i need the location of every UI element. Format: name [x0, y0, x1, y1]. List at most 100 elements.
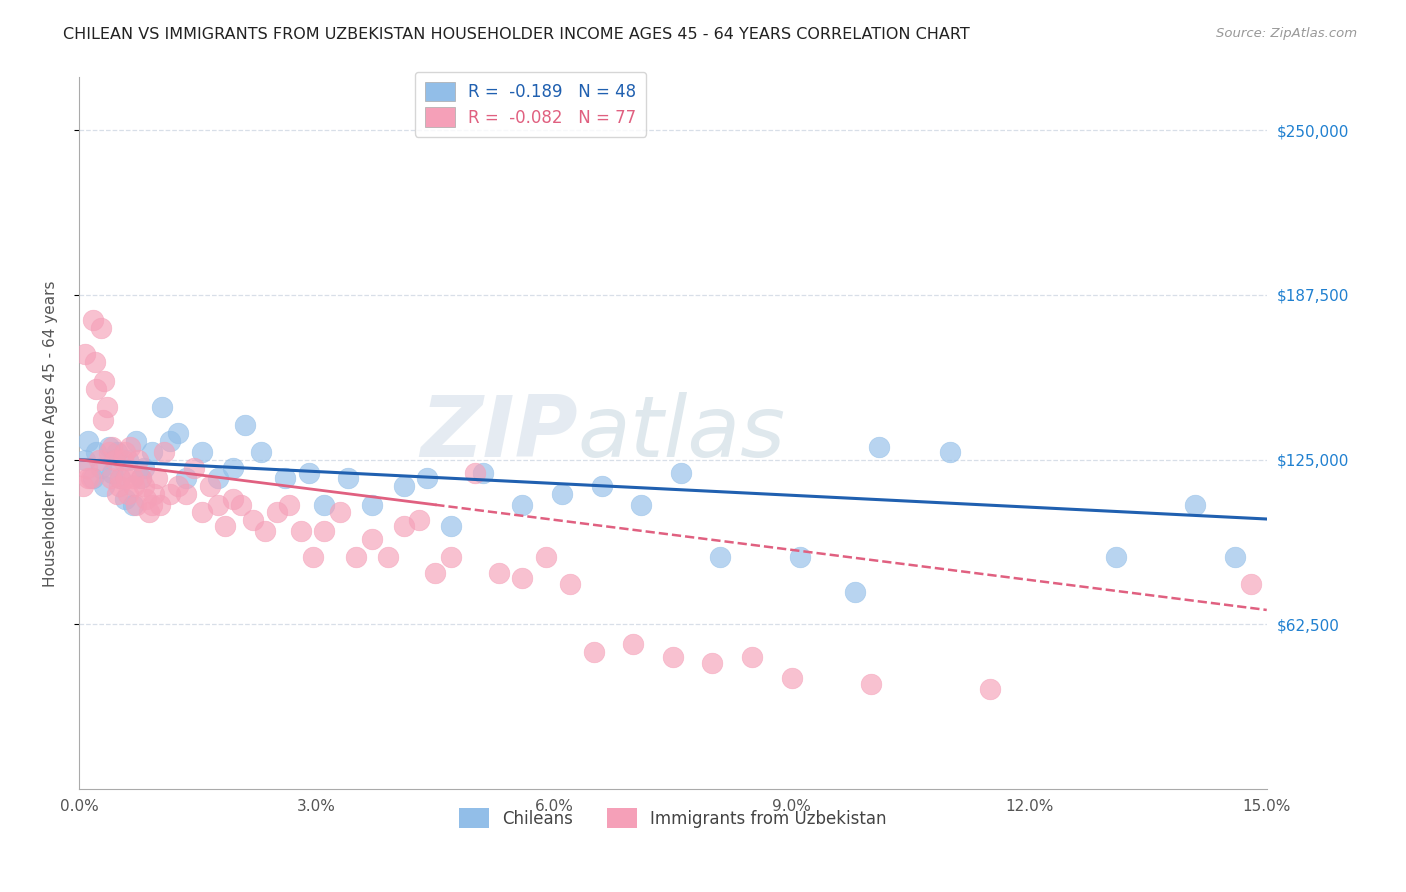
Point [440, 518, 463, 533]
Point [143, 487, 166, 501]
Point [859, 677, 882, 691]
Point [207, 498, 229, 512]
Point [630, 498, 652, 512]
Point [145, 471, 167, 485]
Point [82, 471, 104, 485]
Point [361, 498, 384, 512]
Point [93, 374, 115, 388]
Point [337, 471, 360, 485]
Point [86, 382, 108, 396]
Point [174, 471, 197, 485]
Point [125, 434, 148, 449]
Point [277, 498, 299, 512]
Point [82, 313, 104, 327]
Point [558, 576, 581, 591]
Point [167, 479, 190, 493]
Point [669, 466, 692, 480]
Text: atlas: atlas [578, 392, 786, 475]
Point [100, 471, 122, 485]
Point [416, 471, 439, 485]
Point [98, 440, 121, 454]
Text: Source: ZipAtlas.com: Source: ZipAtlas.com [1216, 27, 1357, 40]
Point [868, 440, 890, 454]
Point [512, 498, 534, 512]
Point [105, 487, 128, 501]
Point [96, 400, 118, 414]
Point [108, 471, 131, 485]
Point [314, 498, 336, 512]
Point [979, 681, 1001, 696]
Point [662, 650, 685, 665]
Point [254, 524, 277, 538]
Point [174, 487, 197, 501]
Point [135, 492, 157, 507]
Y-axis label: Householder Income Ages 45 - 64 years: Householder Income Ages 45 - 64 years [44, 280, 58, 587]
Point [121, 471, 143, 485]
Point [408, 513, 430, 527]
Point [222, 492, 245, 507]
Point [93, 479, 115, 493]
Point [534, 550, 557, 565]
Point [551, 487, 574, 501]
Point [344, 550, 367, 565]
Point [392, 518, 415, 533]
Point [91, 413, 114, 427]
Point [512, 571, 534, 585]
Text: ZIP: ZIP [420, 392, 578, 475]
Point [117, 487, 139, 501]
Point [114, 444, 136, 458]
Point [90, 321, 112, 335]
Point [242, 513, 264, 527]
Point [377, 550, 399, 565]
Point [77, 434, 100, 449]
Point [301, 550, 323, 565]
Point [591, 479, 613, 493]
Text: CHILEAN VS IMMIGRANTS FROM UZBEKISTAN HOUSEHOLDER INCOME AGES 45 - 64 YEARS CORR: CHILEAN VS IMMIGRANTS FROM UZBEKISTAN HO… [63, 27, 970, 42]
Point [297, 466, 319, 480]
Point [440, 550, 463, 565]
Point [939, 444, 962, 458]
Point [582, 645, 605, 659]
Point [132, 479, 155, 493]
Point [98, 444, 121, 458]
Point [117, 452, 139, 467]
Point [86, 444, 108, 458]
Point [329, 505, 352, 519]
Point [464, 466, 486, 480]
Point [75, 347, 97, 361]
Point [129, 471, 152, 485]
Point [1184, 498, 1206, 512]
Point [425, 566, 447, 580]
Point [115, 471, 138, 485]
Point [702, 656, 724, 670]
Point [120, 440, 142, 454]
Point [83, 355, 105, 369]
Point [214, 518, 236, 533]
Point [780, 672, 803, 686]
Legend: Chileans, Immigrants from Uzbekistan: Chileans, Immigrants from Uzbekistan [453, 802, 893, 834]
Point [125, 498, 148, 512]
Point [90, 460, 112, 475]
Point [844, 584, 866, 599]
Point [361, 532, 384, 546]
Point [101, 466, 124, 480]
Point [105, 444, 128, 458]
Point [250, 444, 273, 458]
Point [138, 505, 160, 519]
Point [72, 479, 94, 493]
Point [167, 426, 190, 441]
Point [77, 471, 100, 485]
Point [75, 452, 97, 467]
Point [153, 444, 176, 458]
Point [741, 650, 763, 665]
Point [392, 479, 415, 493]
Point [471, 466, 494, 480]
Point [127, 452, 149, 467]
Point [159, 487, 181, 501]
Point [108, 471, 131, 485]
Point [107, 479, 129, 493]
Point [290, 524, 312, 538]
Point [80, 471, 103, 485]
Point [101, 440, 124, 454]
Point [1240, 576, 1263, 591]
